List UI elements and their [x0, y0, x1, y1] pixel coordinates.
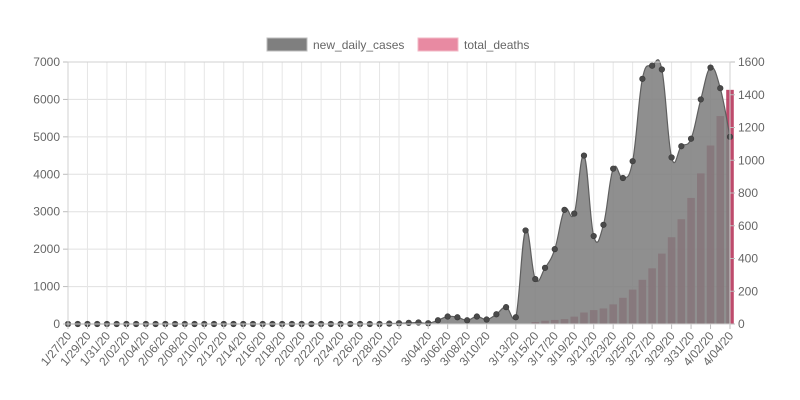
point-new-daily-cases	[522, 227, 529, 234]
point-new-daily-cases	[444, 313, 451, 320]
y-right-tick-label: 600	[738, 219, 758, 233]
y-right-tick-label: 1400	[738, 88, 765, 102]
y-left-tick-label: 3000	[33, 205, 60, 219]
point-new-daily-cases	[687, 135, 695, 142]
point-new-daily-cases	[532, 275, 539, 283]
y-left-tick-label: 7000	[33, 55, 60, 69]
point-new-daily-cases	[464, 317, 471, 324]
plot-border	[67, 61, 731, 325]
point-new-daily-cases	[600, 221, 607, 228]
y-left-tick-label: 6000	[33, 92, 60, 106]
legend-swatch-new-daily-cases	[266, 37, 308, 52]
y-right-tick-label: 1600	[738, 55, 765, 69]
point-new-daily-cases	[434, 317, 442, 324]
y-left-tick-label: 4000	[33, 167, 60, 181]
y-right-tick-label: 400	[738, 252, 758, 266]
point-new-daily-cases	[629, 158, 636, 165]
point-new-daily-cases	[571, 210, 578, 217]
area-fill-new-daily-cases	[68, 59, 730, 324]
legend-label-new-daily-cases: new_daily_cases	[313, 38, 404, 52]
point-new-daily-cases	[668, 154, 675, 161]
point-new-daily-cases	[697, 96, 704, 103]
point-new-daily-cases	[590, 232, 597, 240]
point-new-daily-cases	[658, 66, 665, 73]
y-right-tick-label: 1000	[738, 153, 765, 167]
y-right-tick-label: 800	[738, 186, 758, 200]
point-new-daily-cases	[473, 313, 480, 320]
point-new-daily-cases	[493, 311, 500, 318]
point-new-daily-cases	[551, 246, 558, 253]
point-new-daily-cases	[610, 165, 617, 172]
point-new-daily-cases	[580, 152, 588, 159]
point-new-daily-cases	[502, 304, 510, 311]
point-new-daily-cases	[649, 62, 656, 69]
y-left-tick-label: 1000	[33, 280, 60, 294]
point-new-daily-cases	[561, 206, 568, 213]
y-right-tick-label: 1200	[738, 121, 765, 135]
point-new-daily-cases	[405, 319, 412, 326]
point-new-daily-cases	[454, 314, 461, 321]
legend-label-total-deaths: total_deaths	[464, 38, 529, 52]
y-left-tick-label: 5000	[33, 130, 60, 144]
point-new-daily-cases	[678, 143, 685, 150]
y-left-tick-label: 2000	[33, 242, 60, 256]
y-right-tick-label: 0	[738, 317, 745, 331]
point-new-daily-cases	[707, 64, 714, 71]
point-new-daily-cases	[717, 85, 724, 92]
point-new-daily-cases	[483, 316, 490, 323]
point-new-daily-cases	[541, 264, 549, 271]
point-new-daily-cases	[512, 314, 519, 321]
point-new-daily-cases	[639, 75, 646, 82]
y-right-tick-label: 200	[738, 284, 758, 298]
legend-swatch-total-deaths	[417, 37, 459, 52]
legend: new_daily_cases total_deaths	[266, 37, 529, 52]
y-left-tick-label: 0	[53, 317, 60, 331]
point-new-daily-cases	[619, 174, 627, 182]
